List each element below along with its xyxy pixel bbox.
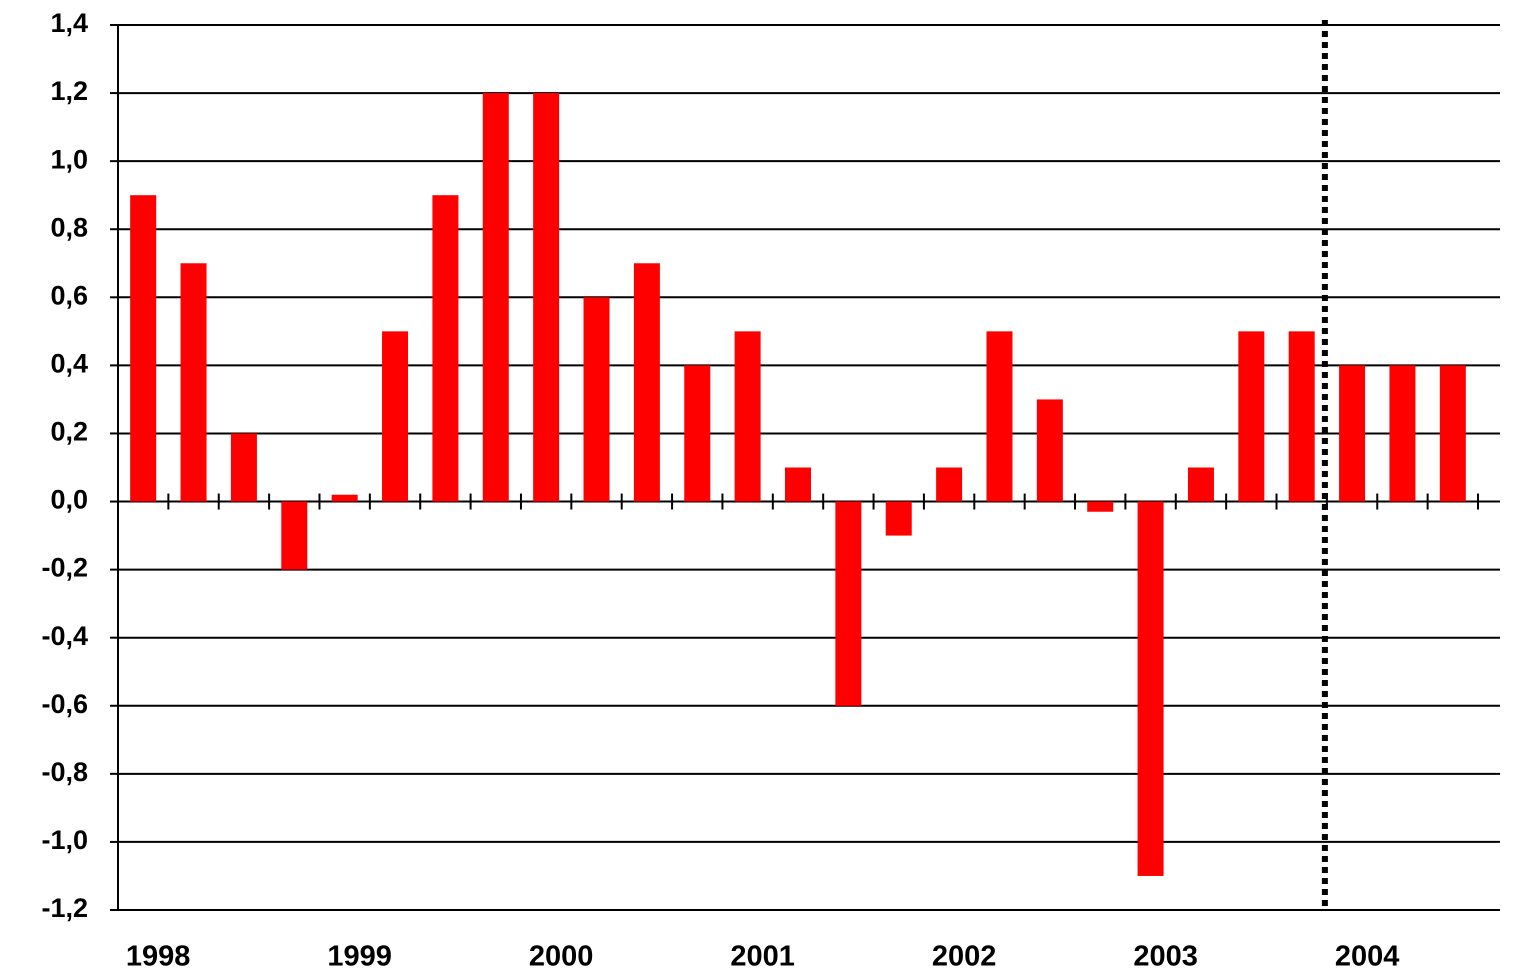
y-tick-label: 0,2 xyxy=(50,417,88,447)
bar xyxy=(936,467,963,502)
y-tick-label: 1,4 xyxy=(50,8,88,38)
bar xyxy=(1389,365,1416,502)
y-tick-label: 0,8 xyxy=(50,212,88,242)
y-tick-label: 1,0 xyxy=(50,144,88,174)
y-tick-label: -0,6 xyxy=(41,689,88,719)
bar xyxy=(482,93,509,502)
y-tick-label: 0,4 xyxy=(50,349,88,379)
bar xyxy=(432,195,459,502)
bar xyxy=(1238,331,1265,502)
y-tick-label: -1,2 xyxy=(41,893,88,923)
bar xyxy=(734,331,761,502)
x-tick-label: 2002 xyxy=(932,941,997,973)
bar xyxy=(633,263,660,502)
bar xyxy=(1187,467,1214,502)
bar xyxy=(382,331,409,502)
bar xyxy=(281,501,308,570)
bar xyxy=(583,297,610,502)
bar xyxy=(1439,365,1466,502)
bar xyxy=(1288,331,1315,502)
bar xyxy=(785,467,811,502)
bar xyxy=(1036,399,1063,502)
bar xyxy=(684,365,711,502)
bar xyxy=(180,263,207,502)
bar xyxy=(1137,501,1164,876)
bar xyxy=(1339,365,1366,502)
x-tick-label: 2001 xyxy=(730,941,795,973)
y-tick-label: -1,0 xyxy=(41,825,88,855)
bar xyxy=(986,331,1013,502)
x-tick-label: 2003 xyxy=(1133,941,1198,973)
y-tick-label: -0,4 xyxy=(41,621,88,651)
bar xyxy=(1087,501,1114,512)
y-tick-label: 0,6 xyxy=(50,280,88,310)
x-tick-label: 2000 xyxy=(529,941,594,973)
y-tick-label: -0,2 xyxy=(41,553,88,583)
x-tick-label: 1998 xyxy=(126,941,191,973)
y-tick-label: 1,2 xyxy=(50,76,88,106)
bar xyxy=(885,501,912,536)
bar xyxy=(835,501,862,706)
bar xyxy=(533,93,560,502)
y-tick-label: 0,0 xyxy=(50,485,88,515)
bar xyxy=(130,195,157,502)
y-tick-label: -0,8 xyxy=(41,757,88,787)
x-tick-label: 1999 xyxy=(327,941,392,973)
bar xyxy=(331,494,358,502)
bar xyxy=(230,433,257,502)
x-tick-label: 2004 xyxy=(1335,941,1400,973)
